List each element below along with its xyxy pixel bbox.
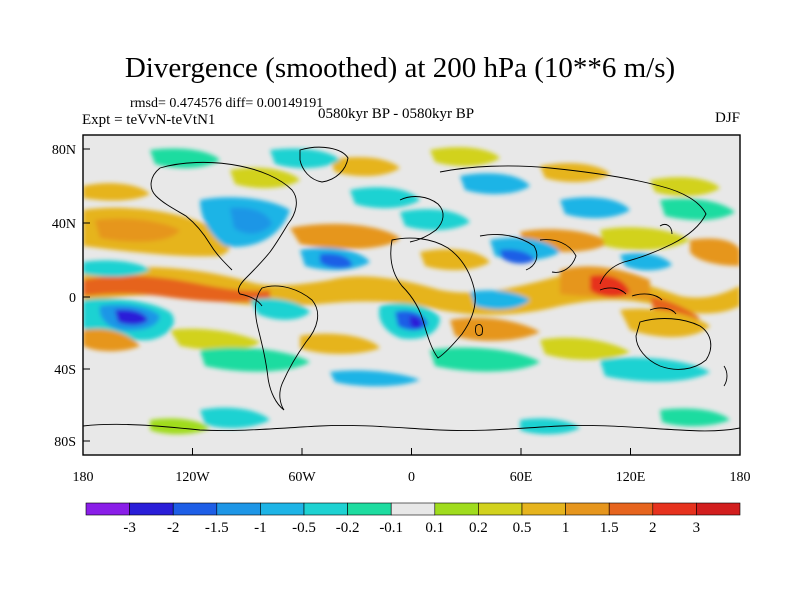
colorbar-swatch — [260, 502, 305, 516]
divergence-field — [83, 135, 740, 455]
colorbar-swatch — [85, 502, 130, 516]
colorbar-swatch — [347, 502, 392, 516]
colorbar-swatch — [652, 502, 697, 516]
colorbar-label: 2 — [649, 520, 657, 536]
colorbar-label: -3 — [123, 520, 136, 536]
lat-label-80n: 80N — [52, 143, 76, 158]
colorbar-label: 1 — [562, 520, 570, 536]
colorbar: -3 -2 -1.5 -1 -0.5 -0.2 -0.1 0.1 0.2 0.5 1 1.5 2 3 — [85, 502, 741, 536]
colorbar-label: -1.5 — [205, 520, 229, 536]
colorbar-swatch — [216, 502, 261, 516]
stats-label: rmsd= 0.474576 diff= 0.00149191 — [130, 96, 324, 111]
period-label: 0580kyr BP - 0580kyr BP — [318, 106, 475, 122]
colorbar-label: 0.2 — [469, 520, 488, 536]
colorbar-label: -0.2 — [336, 520, 360, 536]
colorbar-label: -0.5 — [292, 520, 316, 536]
colorbar-label: -1 — [254, 520, 267, 536]
lon-label-180e: 180 — [730, 470, 751, 485]
colorbar-label: -2 — [167, 520, 180, 536]
colorbar-swatch — [521, 502, 566, 516]
lon-label-60e: 60E — [510, 470, 533, 485]
lon-label-180w: 180 — [73, 470, 94, 485]
lon-label-120w: 120W — [175, 470, 210, 485]
map-title: Divergence (smoothed) at 200 hPa (10**6 … — [124, 52, 676, 84]
colorbar-swatch — [303, 502, 348, 516]
lat-axis: 80N 40N 0 40S 80S — [52, 143, 90, 450]
season-label: DJF — [714, 110, 740, 126]
colorbar-swatch — [390, 502, 436, 516]
colorbar-swatch — [608, 502, 654, 516]
lon-axis: 180 120W 60W 0 60E 120E 180 — [73, 448, 751, 485]
colorbar-swatch — [478, 502, 523, 516]
colorbar-swatch — [129, 502, 174, 516]
colorbar-swatch — [434, 502, 479, 516]
lon-label-60w: 60W — [288, 470, 316, 485]
lat-label-80s: 80S — [54, 435, 76, 450]
colorbar-swatch — [565, 502, 610, 516]
lat-label-40n: 40N — [52, 217, 76, 232]
colorbar-label: 0.5 — [513, 520, 532, 536]
colorbar-label: 0.1 — [425, 520, 444, 536]
colorbar-swatch — [696, 502, 741, 516]
lat-label-0: 0 — [69, 291, 76, 306]
coastlines — [83, 146, 740, 432]
lon-label-0: 0 — [408, 470, 415, 485]
experiment-label: Expt = teVvN-teVtN1 — [82, 112, 216, 128]
colorbar-swatch — [172, 502, 218, 516]
colorbar-label: 1.5 — [600, 520, 619, 536]
colorbar-label: -0.1 — [379, 520, 403, 536]
colorbar-label: 3 — [693, 520, 701, 536]
lon-label-120e: 120E — [616, 470, 646, 485]
lat-label-40s: 40S — [54, 363, 76, 378]
